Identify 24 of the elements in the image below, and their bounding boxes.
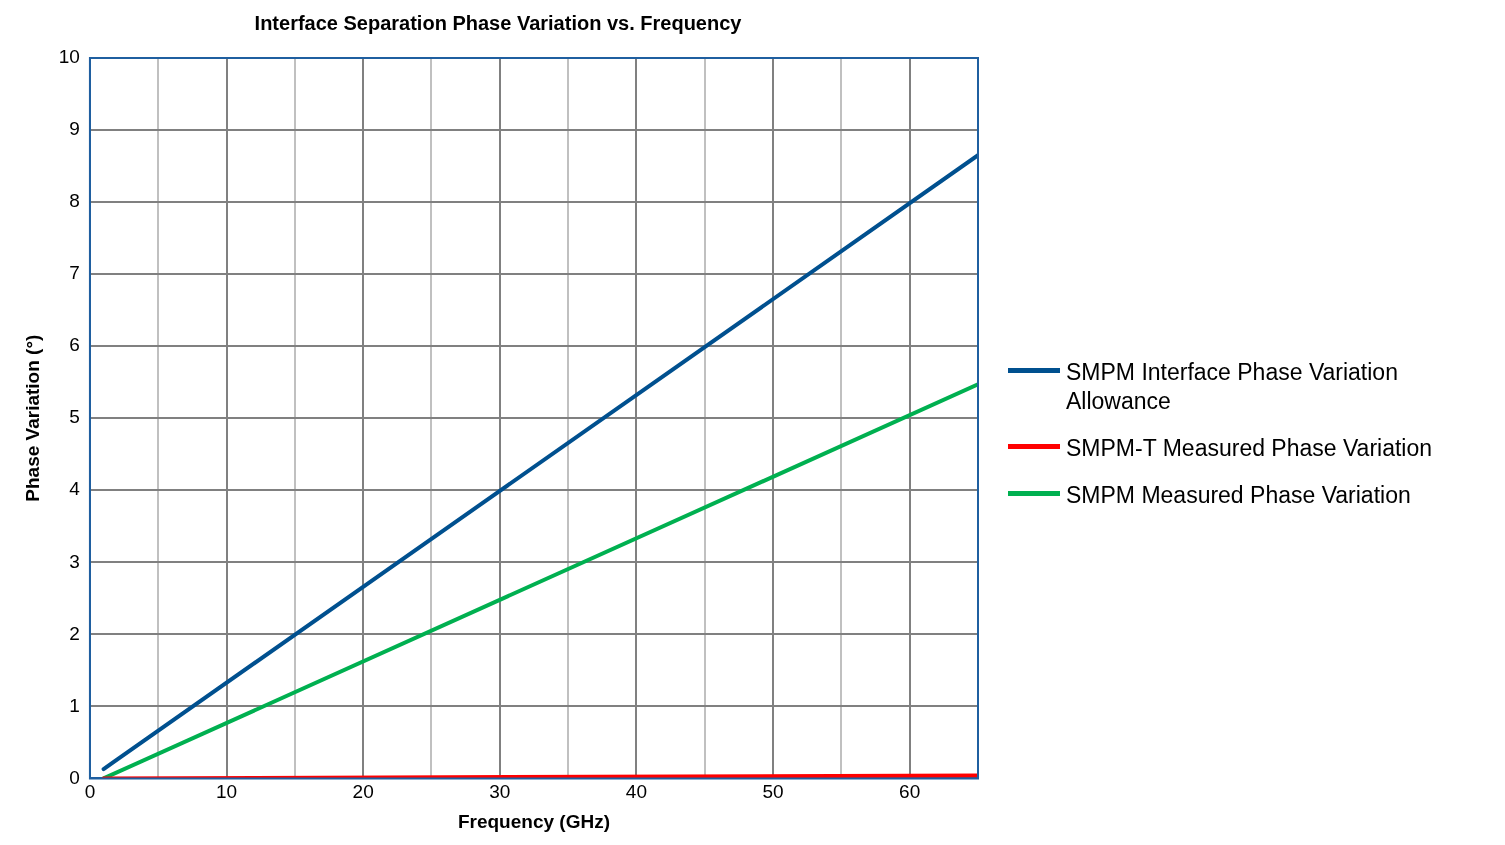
x-tick-label: 20: [352, 781, 374, 803]
legend-label: SMPM Measured Phase Variation: [1066, 481, 1411, 510]
x-tick-label: 10: [215, 781, 238, 803]
y-tick-label: 5: [69, 406, 80, 428]
legend-label: SMPM-T Measured Phase Variation: [1066, 434, 1433, 463]
x-tick-label: 30: [489, 781, 511, 803]
x-tick-label: 0: [84, 781, 96, 803]
y-tick-label: 4: [69, 478, 81, 500]
x-tick-label: 40: [625, 781, 648, 803]
x-tick-label: 60: [899, 781, 921, 803]
y-tick-label: 9: [69, 118, 80, 140]
y-tick-label: 7: [69, 262, 80, 284]
x-axis-title: Frequency (GHz): [457, 810, 610, 832]
y-tick-label: 1: [69, 694, 80, 716]
y-tick-label: 3: [69, 550, 80, 572]
y-tick-label: 8: [69, 190, 80, 212]
x-tick-label: 50: [762, 781, 784, 803]
y-tick-label: 10: [58, 46, 80, 68]
chart-title: Interface Separation Phase Variation vs. Frequency: [254, 11, 743, 34]
y-tick-label: 0: [69, 766, 80, 788]
legend-label: SMPM Interface Phase Variation Allowance: [1066, 358, 1399, 416]
y-tick-label: 6: [69, 334, 80, 356]
y-axis-title: Phase Variation (°): [21, 334, 43, 502]
y-tick-label: 2: [69, 622, 80, 644]
